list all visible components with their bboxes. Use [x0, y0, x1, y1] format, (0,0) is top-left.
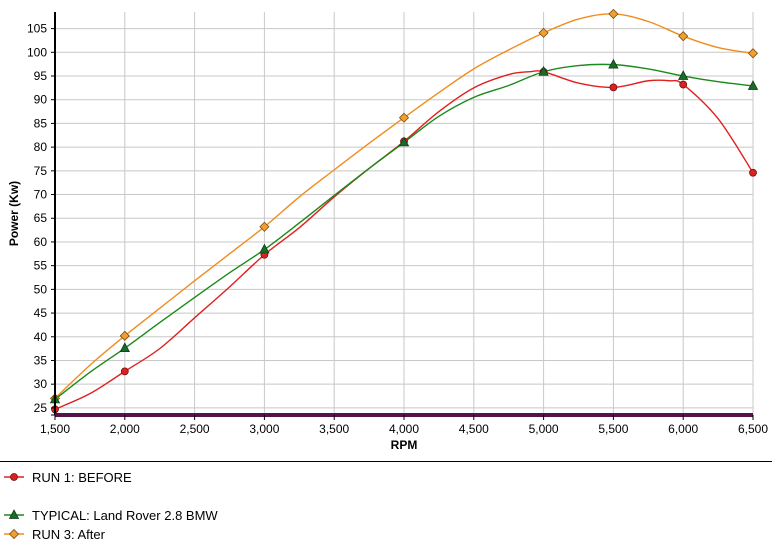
data-point-series-3 [608, 8, 619, 19]
legend-label-1: RUN 1: BEFORE [32, 470, 132, 485]
legend-label-2: TYPICAL: Land Rover 2.8 BMW [32, 508, 218, 523]
x-tick-label: 5,000 [529, 422, 559, 436]
x-tick-label: 6,500 [738, 422, 768, 436]
x-tick-label: 4,000 [389, 422, 419, 436]
y-tick-label: 70 [34, 188, 48, 202]
data-point-series-2 [678, 70, 689, 80]
y-tick-label: 80 [34, 140, 48, 154]
data-point-series-1 [609, 83, 618, 92]
y-tick-label: 85 [34, 116, 48, 130]
data-point-series-2 [608, 58, 619, 69]
series-layer [49, 8, 759, 414]
legend-marker-3 [8, 528, 20, 540]
y-tick-label: 55 [34, 259, 48, 273]
y-tick-label: 60 [34, 235, 48, 249]
x-tick-label: 2,000 [110, 422, 140, 436]
y-tick-label: 105 [27, 22, 47, 36]
data-point-series-3 [538, 27, 549, 38]
x-tick-label: 3,500 [319, 422, 349, 436]
x-axis-title: RPM [391, 438, 418, 452]
data-point-series-1 [120, 367, 129, 376]
legend-marker-2 [8, 509, 20, 519]
data-point-series-3 [398, 112, 410, 123]
x-tick-label: 6,000 [668, 422, 698, 436]
data-point-series-3 [119, 330, 130, 341]
data-point-series-3 [259, 221, 270, 232]
x-tick-label: 1,500 [40, 422, 70, 436]
x-tick-label: 3,000 [249, 422, 279, 436]
y-tick-label: 45 [34, 306, 48, 320]
y-axis-title: Power (Kw) [7, 181, 21, 246]
data-point-series-1 [749, 168, 757, 177]
y-tick-label: 40 [34, 330, 48, 344]
y-tick-label: 100 [27, 45, 47, 59]
y-tick-label: 65 [34, 211, 48, 225]
y-tick-label: 25 [34, 401, 48, 415]
data-point-series-3 [678, 31, 689, 42]
series-line-1 [54, 70, 754, 410]
data-point-series-2 [538, 65, 549, 76]
data-point-series-2 [119, 342, 130, 353]
legend-label-3: RUN 3: After [32, 527, 106, 542]
y-tick-label: 90 [34, 93, 48, 107]
data-point-series-3 [747, 48, 759, 59]
tick-labels: 1,500 2,000 2,500 3,000 3,500 4,000 4,500 5,000… [27, 22, 768, 436]
data-point-series-1 [679, 80, 688, 89]
legend: RUN 1: BEFORE TYPICAL: Land Rover 2.8 BMW… [4, 470, 218, 542]
grid [55, 12, 754, 415]
data-point-series-2 [747, 80, 759, 90]
x-tick-label: 4,500 [459, 422, 489, 436]
y-tick-label: 50 [34, 282, 48, 296]
data-point-series-2 [259, 243, 270, 254]
legend-marker-1 [10, 473, 18, 481]
y-tick-label: 95 [34, 69, 48, 83]
x-tick-label: 2,500 [180, 422, 210, 436]
x-tick-label: 5,500 [598, 422, 628, 436]
data-point-series-2 [398, 136, 410, 147]
y-tick-label: 30 [34, 377, 48, 391]
axes [51, 12, 754, 420]
y-tick-label: 35 [34, 353, 48, 367]
y-tick-label: 75 [34, 164, 48, 178]
